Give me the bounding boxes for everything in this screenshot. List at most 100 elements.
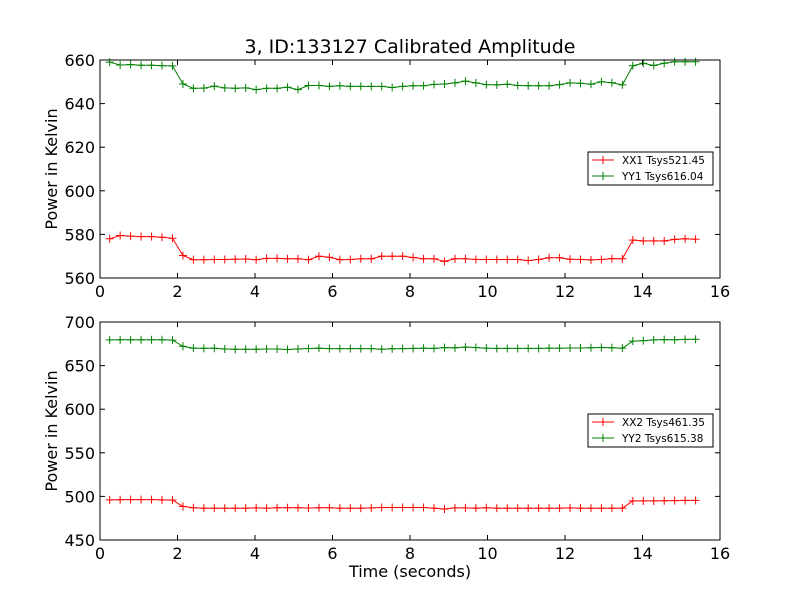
legend: XX1 Tsys521.45 YY1 Tsys616.04 (587, 151, 714, 186)
data-point-marker (105, 234, 114, 243)
data-point-marker (231, 84, 240, 93)
data-point-marker (409, 344, 418, 353)
data-point-marker (294, 85, 303, 94)
data-point-marker (304, 344, 313, 353)
data-point-marker (639, 496, 648, 505)
data-point-marker (273, 84, 282, 93)
data-point-marker (388, 503, 397, 512)
x-tick-label: 6 (327, 544, 337, 563)
x-tick-label: 10 (477, 282, 497, 301)
data-point-marker (681, 496, 690, 505)
y-tick-label: 600 (64, 182, 95, 201)
data-point-marker (398, 344, 407, 353)
top-chart-panel: 3, ID:133127 Calibrated Amplitude Power … (42, 36, 730, 301)
data-point-marker (335, 504, 344, 513)
data-point-marker (660, 236, 669, 245)
data-point-marker (220, 504, 229, 513)
data-point-marker (691, 335, 700, 344)
data-point-marker (105, 495, 114, 504)
x-tick-label: 14 (632, 544, 652, 563)
data-point-marker (199, 84, 208, 93)
data-point-marker (262, 84, 271, 93)
data-point-marker (660, 496, 669, 505)
legend-label-yy1: YY1 Tsys616.04 (621, 171, 704, 183)
data-point-marker (231, 504, 240, 513)
data-point-marker (314, 252, 323, 261)
x-tick-label: 2 (172, 282, 182, 301)
data-point-marker (691, 235, 700, 244)
data-point-marker (388, 83, 397, 92)
data-point-marker (419, 81, 428, 90)
y-tick-label: 580 (64, 225, 95, 244)
data-point-marker (231, 345, 240, 354)
legend-label-xx2: XX2 Tsys461.35 (622, 417, 705, 429)
data-point-marker (566, 503, 575, 512)
data-point-marker (639, 59, 648, 68)
data-point-marker (294, 345, 303, 354)
data-point-marker (513, 504, 522, 513)
data-point-marker (252, 85, 261, 94)
data-point-marker (335, 255, 344, 264)
y-tick-label: 560 (64, 269, 95, 288)
data-point-marker (346, 255, 355, 264)
data-point-marker (356, 82, 365, 91)
data-point-marker (618, 344, 627, 353)
data-point-marker (168, 234, 177, 243)
data-point-marker (377, 82, 386, 91)
data-point-marker (137, 495, 146, 504)
data-point-marker (377, 252, 386, 261)
data-point-marker (524, 344, 533, 353)
data-point-marker (147, 232, 156, 241)
data-point-marker (513, 344, 522, 353)
data-point-marker (126, 60, 135, 69)
chart-title: 3, ID:133127 Calibrated Amplitude (245, 36, 576, 58)
data-point-marker (503, 504, 512, 513)
data-point-marker (450, 254, 459, 263)
data-point-marker (126, 495, 135, 504)
data-point-marker (377, 503, 386, 512)
data-point-marker (388, 344, 397, 353)
data-point-marker (440, 505, 449, 514)
data-point-marker (440, 79, 449, 88)
data-point-marker (147, 495, 156, 504)
data-point-marker (471, 504, 480, 513)
data-point-marker (335, 344, 344, 353)
data-point-marker (252, 345, 261, 354)
data-point-marker (492, 255, 501, 264)
data-point-marker (555, 253, 564, 262)
data-point-marker (649, 61, 658, 70)
data-point-marker (377, 345, 386, 354)
data-point-marker (220, 83, 229, 92)
data-point-marker (199, 344, 208, 353)
data-point-marker (147, 335, 156, 344)
data-point-marker (670, 496, 679, 505)
data-point-marker (116, 335, 125, 344)
data-point-marker (461, 254, 470, 263)
data-point-marker (492, 504, 501, 513)
y-axis-title: Power in Kelvin (42, 370, 61, 491)
data-point-marker (325, 503, 334, 512)
data-point-marker (409, 253, 418, 262)
data-point-marker (178, 79, 187, 88)
y-axis-title: Power in Kelvin (42, 108, 61, 229)
data-point-marker (534, 255, 543, 264)
data-point-marker (158, 61, 166, 70)
data-point-marker (189, 255, 198, 264)
data-point-marker (566, 78, 575, 87)
data-point-marker (576, 255, 585, 264)
y-tick-label: 660 (64, 51, 95, 70)
data-point-marker (419, 344, 428, 353)
data-point-marker (628, 236, 637, 245)
data-point-marker (534, 344, 543, 353)
data-point-marker (649, 236, 658, 245)
data-point-marker (262, 345, 271, 354)
data-point-marker (576, 343, 585, 352)
data-point-marker (545, 344, 554, 353)
data-point-marker (430, 504, 439, 513)
data-point-marker (555, 344, 564, 353)
data-point-marker (325, 253, 334, 262)
data-point-marker (105, 335, 114, 344)
data-point-marker (356, 504, 365, 513)
